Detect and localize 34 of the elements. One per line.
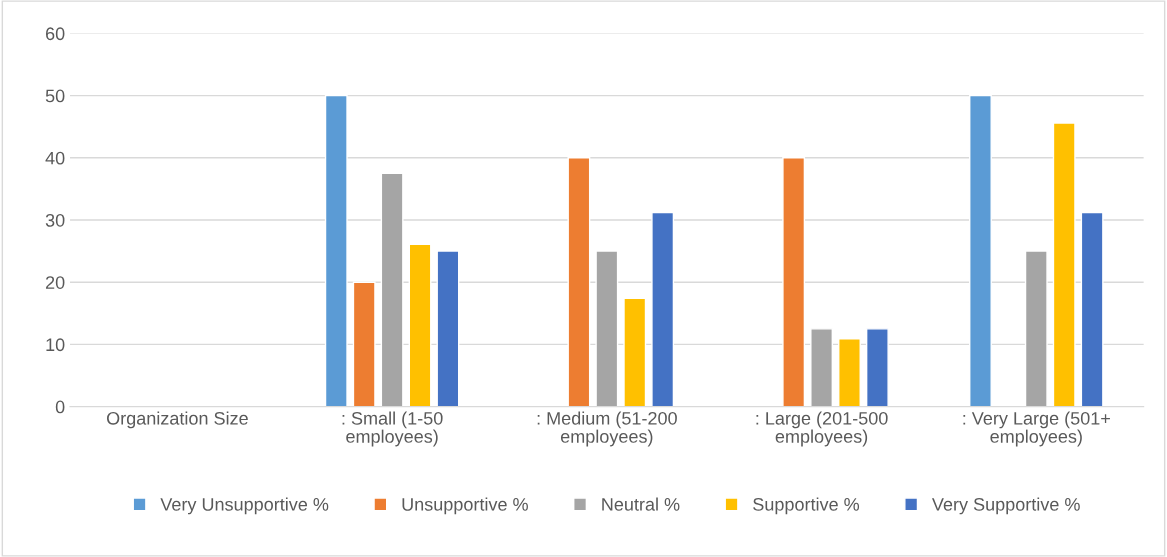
y-tick-label: 0 bbox=[55, 400, 65, 414]
x-tick-label: : Medium (51-200 employees) bbox=[537, 411, 677, 447]
bar bbox=[838, 338, 861, 407]
legend-label: Supportive % bbox=[753, 497, 860, 515]
bar bbox=[352, 281, 376, 407]
bar bbox=[380, 172, 404, 407]
x-tick-label: : Very Large (501+ employees) bbox=[963, 411, 1110, 447]
bar bbox=[623, 297, 647, 407]
x-tick-label: : Large (201-500 employees) bbox=[756, 411, 888, 447]
bar bbox=[324, 94, 348, 407]
bar bbox=[810, 328, 833, 407]
legend-label: Very Supportive % bbox=[931, 497, 1080, 515]
x-tick-label: Organization Size bbox=[106, 411, 248, 429]
bar bbox=[567, 157, 591, 407]
x-tick-label: : Small (1-50 employees) bbox=[342, 411, 443, 447]
bar bbox=[408, 243, 432, 407]
legend-label: Unsupportive % bbox=[402, 497, 528, 515]
y-tick-label: 30 bbox=[45, 213, 65, 227]
legend-label: Neutral % bbox=[602, 497, 680, 511]
bar bbox=[782, 157, 806, 407]
bar bbox=[595, 250, 619, 407]
bar bbox=[436, 250, 460, 407]
legend-label: Very Unsupportive % bbox=[160, 497, 329, 515]
y-tick-label: 40 bbox=[45, 151, 65, 165]
y-tick-label: 20 bbox=[45, 276, 65, 289]
y-tick-label: 10 bbox=[46, 338, 65, 352]
y-tick-label: 50 bbox=[45, 89, 65, 103]
bar bbox=[1080, 211, 1104, 407]
bar bbox=[865, 328, 889, 407]
y-tick-label: 60 bbox=[45, 27, 65, 41]
bar bbox=[651, 211, 675, 407]
bar bbox=[1052, 122, 1076, 407]
bar bbox=[1024, 250, 1048, 407]
bar bbox=[969, 94, 992, 407]
